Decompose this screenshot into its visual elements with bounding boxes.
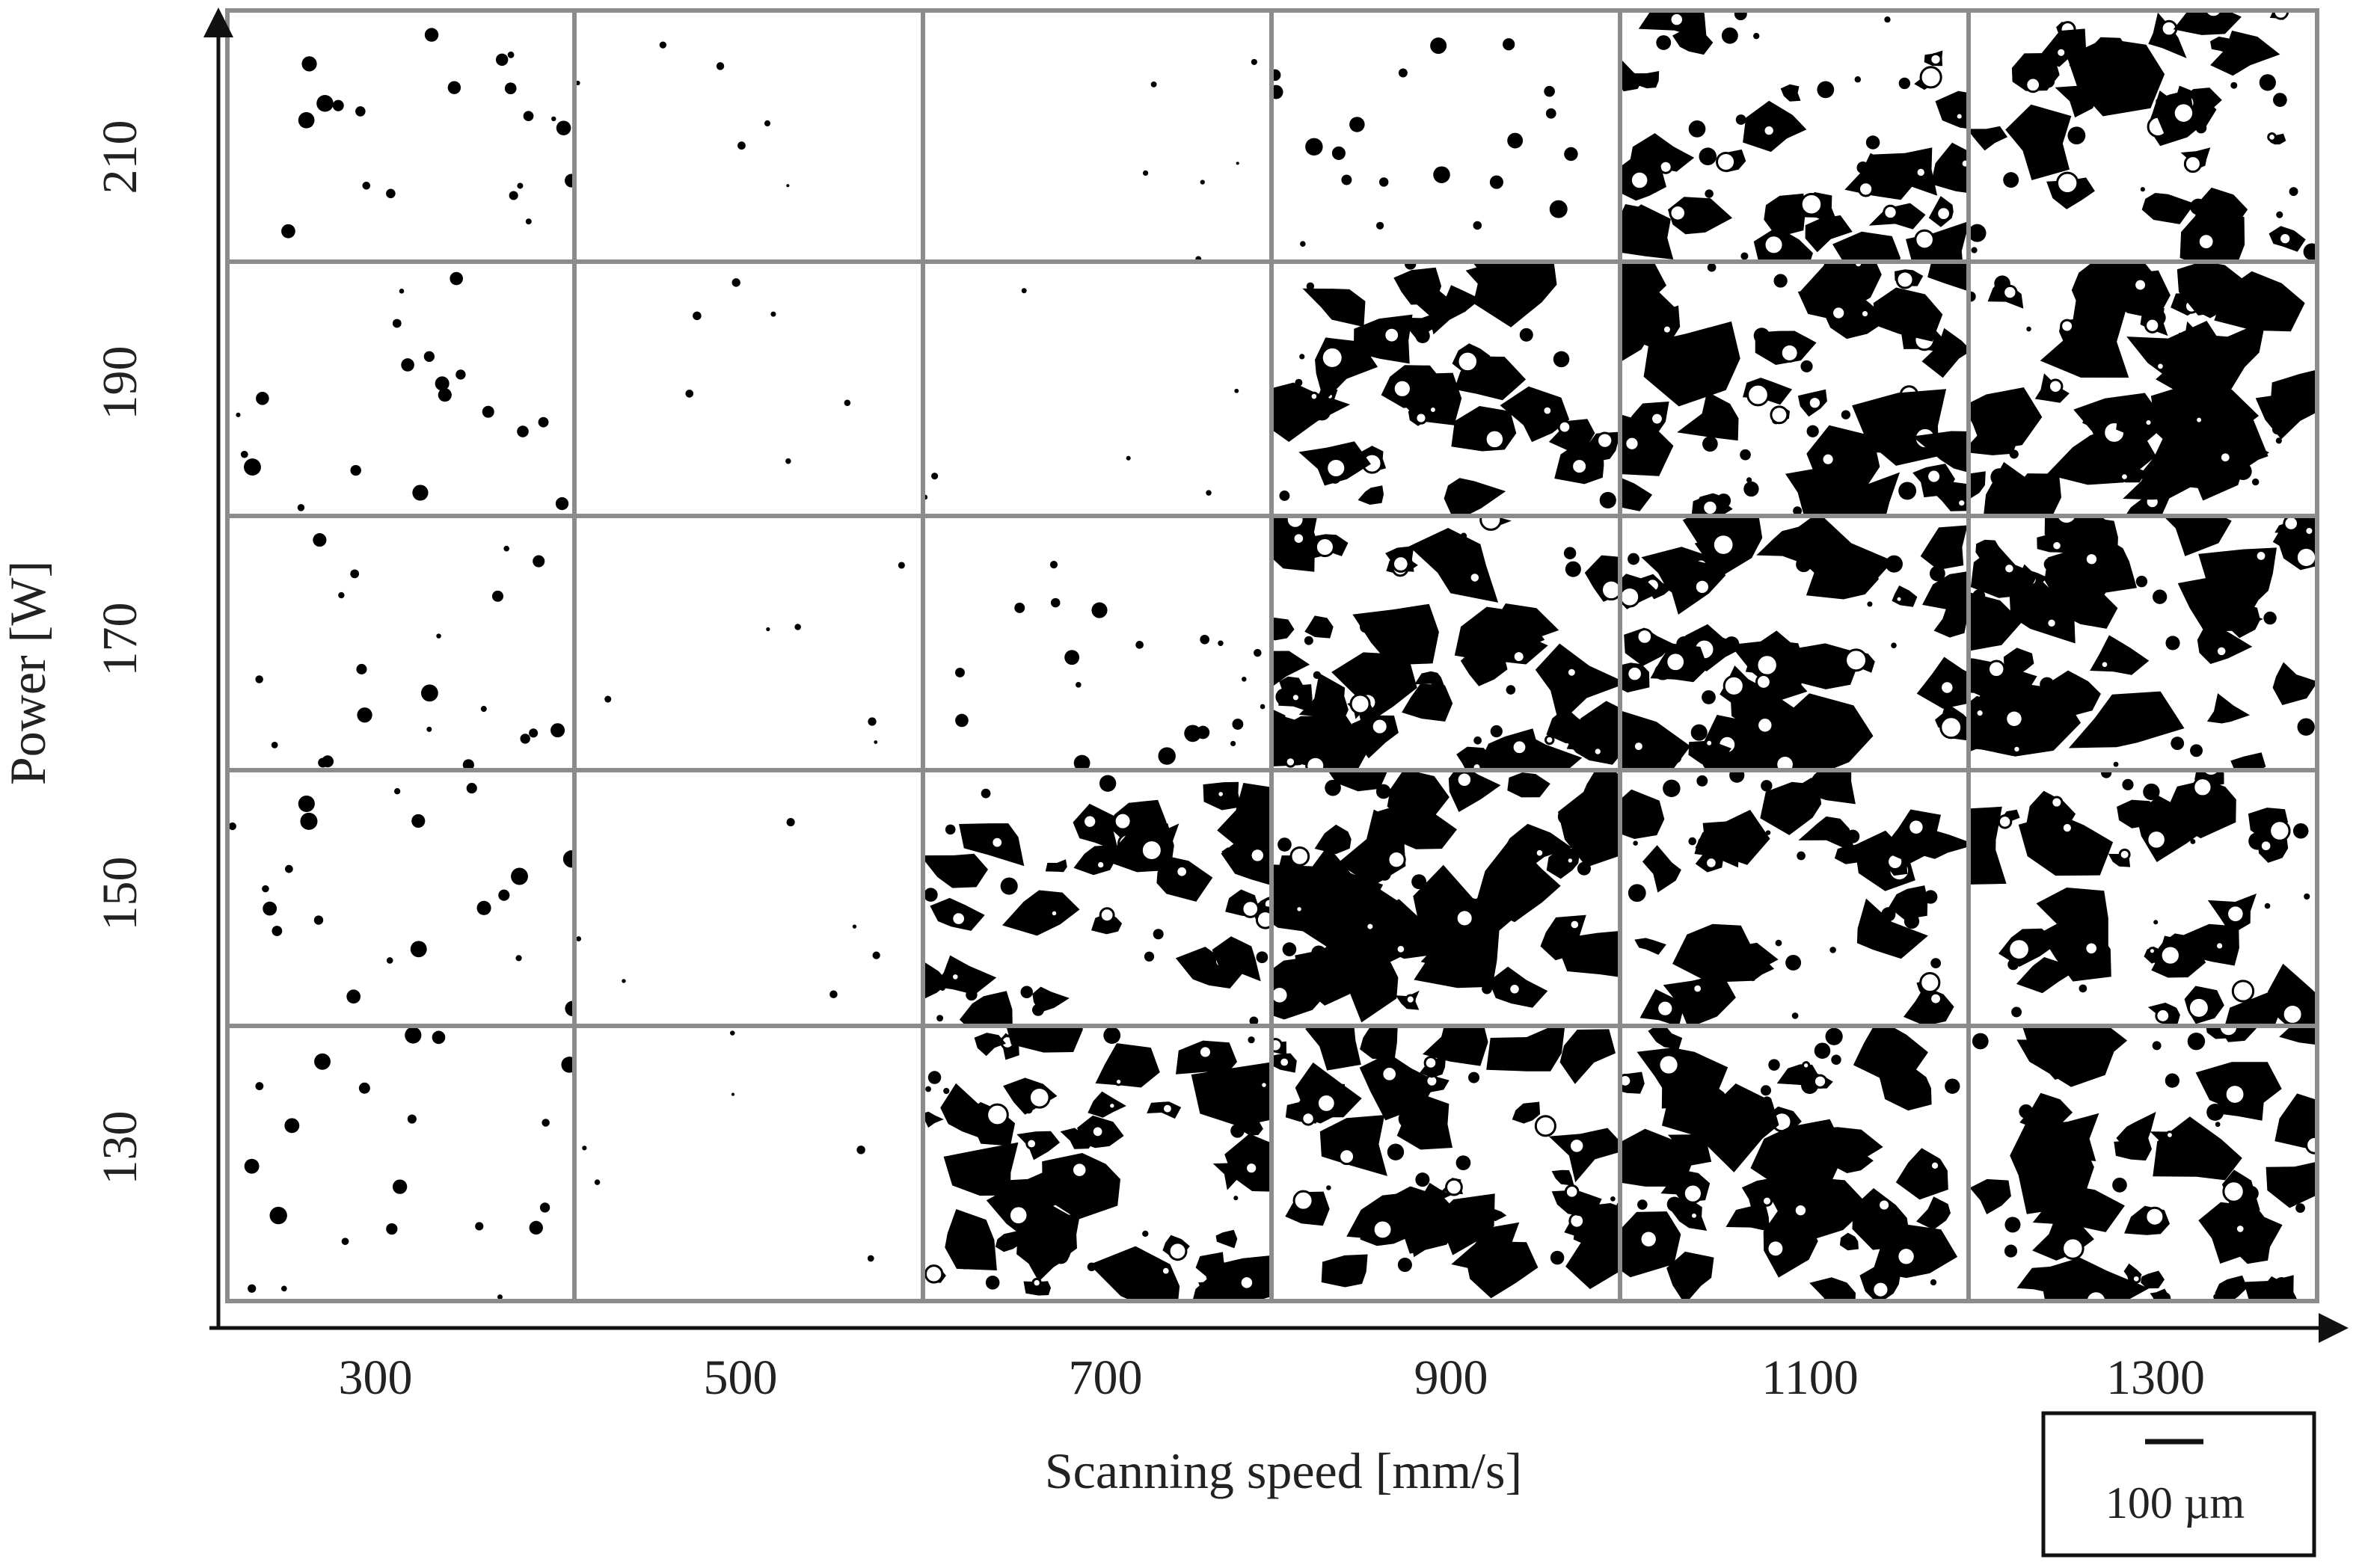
micrograph-panel (227, 516, 574, 770)
micrograph-panel (923, 262, 1271, 516)
y-tick-label: 210 (93, 120, 147, 194)
y-tick-label: 190 (93, 346, 147, 420)
x-tick-label: 900 (1414, 1350, 1488, 1405)
micrograph-panel (574, 1026, 923, 1301)
micrograph-panel (1248, 735, 1646, 1026)
y-tick-label: 150 (93, 857, 147, 931)
micrograph-panel (1571, 238, 2007, 523)
micrograph-grid (227, 0, 2359, 1328)
micrograph-panel (923, 516, 1271, 771)
micrograph-panel (227, 10, 578, 262)
x-tick-label: 700 (1069, 1350, 1143, 1405)
micrograph-panel (1931, 754, 2325, 1050)
y-tick-label: 130 (93, 1111, 147, 1185)
micrograph-panel (1583, 502, 2000, 790)
y-tick-label: 170 (93, 603, 147, 677)
micrograph-panel (1610, 763, 1976, 1028)
micrograph-panel (1595, 1018, 1969, 1312)
micrograph-panel (1266, 1008, 1651, 1301)
micrograph-panel (227, 262, 574, 516)
micrograph-panel (1947, 248, 2346, 551)
y-axis-title: Power [W] (0, 561, 56, 785)
x-tick-label: 300 (339, 1350, 413, 1405)
x-axis-title: Scanning speed [mm/s] (1045, 1442, 1522, 1499)
micrograph-panel (1269, 10, 1620, 262)
micrograph-panel (1609, 0, 1984, 292)
micrograph-panel (227, 1026, 577, 1301)
micrograph-panel (899, 770, 1296, 1039)
micrograph-panel (1258, 242, 1621, 521)
x-axis-arrowhead (2319, 1313, 2349, 1343)
micrograph-panel (918, 1000, 1304, 1328)
micrograph-panel (574, 262, 923, 516)
micrograph-panel (227, 770, 580, 1026)
scale-bar-label: 100 µm (2105, 1478, 2245, 1528)
micrograph-panel (574, 516, 923, 770)
x-tick-label: 500 (704, 1350, 778, 1405)
micrograph-panel (1230, 509, 1657, 802)
x-tick-label: 1300 (2106, 1350, 2205, 1405)
x-tick-label: 1100 (1761, 1350, 1859, 1405)
micrograph-panel (1969, 1000, 2359, 1324)
scale-bar: 100 µm (2043, 1413, 2314, 1555)
micrograph-panel (574, 10, 923, 262)
micrograph-panel (923, 10, 1271, 262)
micrograph-panel (1967, 0, 2321, 268)
micrograph-panel (1923, 485, 2337, 775)
micrograph-panel (574, 770, 923, 1026)
